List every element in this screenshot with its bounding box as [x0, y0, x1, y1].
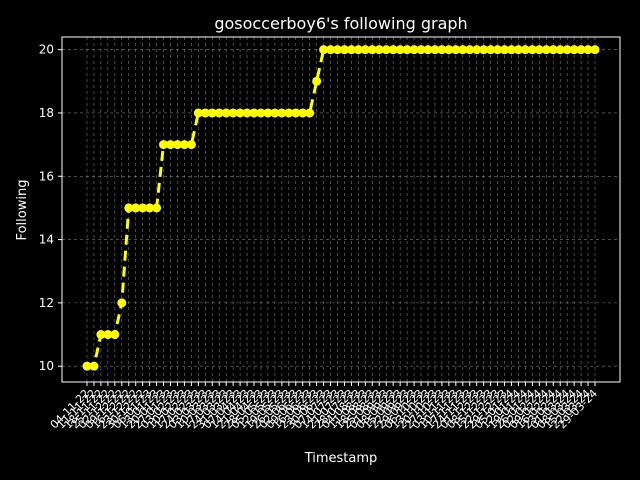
data-point: [193, 108, 203, 118]
data-point: [214, 108, 224, 118]
y-tick-label: 18: [39, 106, 54, 120]
data-point: [500, 45, 510, 55]
data-point: [159, 140, 169, 150]
data-point: [576, 45, 586, 55]
data-point: [423, 45, 433, 55]
data-point: [117, 298, 127, 308]
data-point: [339, 45, 349, 55]
data-point: [493, 45, 503, 55]
data-point: [367, 45, 377, 55]
y-tick-label: 12: [39, 296, 54, 310]
data-point: [444, 45, 454, 55]
data-point: [409, 45, 419, 55]
chart-title: gosoccerboy6's following graph: [214, 14, 467, 33]
data-point: [138, 203, 148, 213]
data-point: [96, 330, 106, 340]
data-point: [346, 45, 356, 55]
series-following: [82, 45, 600, 371]
data-point: [416, 45, 426, 55]
data-point: [242, 108, 252, 118]
data-point: [186, 140, 196, 150]
data-point: [221, 108, 231, 118]
data-point: [402, 45, 412, 55]
y-tick-label: 14: [39, 233, 54, 247]
data-point: [298, 108, 308, 118]
y-tick-label: 16: [39, 169, 54, 183]
data-point: [513, 45, 523, 55]
data-point: [590, 45, 600, 55]
data-point: [131, 203, 141, 213]
plot-frame: [61, 36, 621, 383]
x-axis-label: Timestamp: [304, 451, 378, 466]
data-point: [548, 45, 558, 55]
data-point: [395, 45, 405, 55]
data-point: [527, 45, 537, 55]
data-point: [388, 45, 398, 55]
data-point: [569, 45, 579, 55]
data-point: [305, 108, 315, 118]
data-point: [207, 108, 217, 118]
x-axis: 04-11-2211-11-2218-11-2225-11-2202-12-22…: [48, 382, 600, 431]
data-point: [263, 108, 273, 118]
y-axis: 10 12 14 16 18 20: [39, 43, 62, 373]
data-point: [89, 361, 99, 371]
y-axis-label: Following: [15, 180, 30, 241]
data-point: [520, 45, 530, 55]
data-point: [312, 76, 322, 86]
data-point: [562, 45, 572, 55]
data-point: [353, 45, 363, 55]
data-point: [458, 45, 468, 55]
data-point: [103, 330, 113, 340]
data-point: [270, 108, 280, 118]
data-point: [451, 45, 461, 55]
data-point: [555, 45, 565, 55]
data-point: [124, 203, 134, 213]
data-point: [437, 45, 447, 55]
data-point: [319, 45, 329, 55]
data-point: [326, 45, 336, 55]
data-point: [291, 108, 301, 118]
data-point: [228, 108, 238, 118]
data-point: [179, 140, 189, 150]
data-point: [249, 108, 259, 118]
data-point: [145, 203, 155, 213]
data-point: [284, 108, 294, 118]
data-point: [479, 45, 489, 55]
data-point: [166, 140, 176, 150]
data-point: [235, 108, 245, 118]
y-tick-label: 20: [39, 43, 54, 57]
data-point: [256, 108, 266, 118]
data-point: [374, 45, 384, 55]
data-point: [534, 45, 544, 55]
data-point: [110, 330, 120, 340]
y-tick-label: 10: [39, 359, 54, 373]
data-point: [541, 45, 551, 55]
data-point: [430, 45, 440, 55]
data-point: [172, 140, 182, 150]
data-point: [333, 45, 343, 55]
data-point: [277, 108, 287, 118]
data-point: [82, 361, 92, 371]
data-point: [381, 45, 391, 55]
data-point: [200, 108, 210, 118]
data-point: [465, 45, 475, 55]
data-point: [360, 45, 370, 55]
data-point: [583, 45, 593, 55]
data-point: [472, 45, 482, 55]
data-point: [486, 45, 496, 55]
data-point: [152, 203, 162, 213]
data-point: [506, 45, 516, 55]
